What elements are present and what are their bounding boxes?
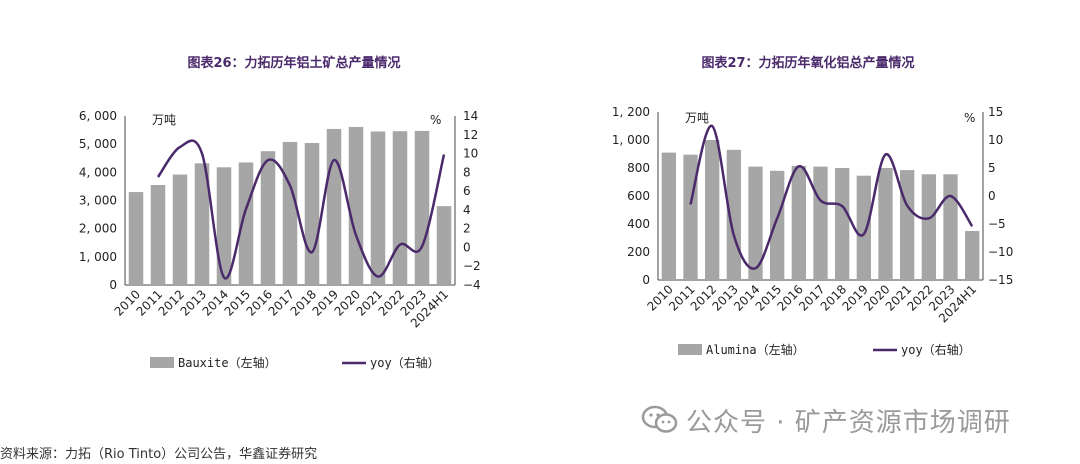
bar bbox=[965, 231, 980, 280]
left-tick-label: 1, 000 bbox=[79, 250, 117, 264]
left-tick-label: 400 bbox=[627, 217, 650, 231]
bar bbox=[282, 141, 298, 285]
watermark-text: 公众号 · 矿产资源市场调研 bbox=[686, 407, 1011, 438]
chart-title: 图表27：力拓历年氧化铝总产量情况 bbox=[701, 55, 914, 71]
bar bbox=[813, 166, 828, 280]
bar bbox=[128, 192, 144, 285]
right-tick-label: −5 bbox=[988, 217, 1006, 231]
left-axis-unit: 万吨 bbox=[152, 113, 176, 127]
yoy-line bbox=[156, 139, 446, 280]
bar bbox=[748, 166, 763, 280]
left-tick-label: 2, 000 bbox=[79, 222, 117, 236]
bar bbox=[878, 168, 893, 280]
wechat-icon bbox=[641, 405, 678, 433]
bar bbox=[348, 126, 364, 285]
right-tick-label: 2 bbox=[463, 222, 471, 236]
legend-line-label: yoy（右轴） bbox=[370, 355, 440, 370]
right-tick-label: 12 bbox=[463, 128, 478, 142]
legend-line-label: yoy（右轴） bbox=[901, 342, 971, 357]
bar bbox=[791, 165, 806, 280]
right-tick-label: 10 bbox=[988, 133, 1003, 147]
left-tick-label: 0 bbox=[109, 278, 117, 292]
yoy-line bbox=[689, 124, 974, 270]
right-axis-unit: % bbox=[430, 113, 441, 127]
right-tick-label: 0 bbox=[988, 189, 996, 203]
left-tick-label: 800 bbox=[627, 161, 650, 175]
watermark: 公众号 · 矿产资源市场调研 bbox=[640, 400, 1011, 440]
bar bbox=[150, 185, 166, 285]
bar bbox=[943, 174, 958, 280]
bar bbox=[661, 152, 676, 280]
bar bbox=[238, 162, 254, 285]
left-tick-label: 0 bbox=[642, 273, 650, 287]
bar bbox=[216, 167, 232, 285]
legend-bar-label: Bauxite（左轴） bbox=[178, 355, 277, 370]
left-tick-label: 1, 200 bbox=[612, 105, 650, 119]
bar bbox=[921, 174, 936, 280]
bar bbox=[683, 154, 698, 280]
right-tick-label: −4 bbox=[463, 278, 481, 292]
left-tick-label: 3, 000 bbox=[79, 194, 117, 208]
bar bbox=[835, 168, 850, 280]
bar bbox=[856, 175, 871, 280]
right-axis-unit: % bbox=[964, 111, 975, 125]
source-note: 资料来源：力拓（Rio Tinto）公司公告，华鑫证券研究 bbox=[0, 447, 318, 462]
legend-bar-swatch bbox=[678, 344, 702, 355]
left-tick-label: 6, 000 bbox=[79, 109, 117, 123]
right-tick-label: 0 bbox=[463, 240, 471, 254]
right-tick-label: 6 bbox=[463, 184, 471, 198]
alumina-chart: 图表27：力拓历年氧化铝总产量情况万吨% 0 200 400 600 800 1, 000 1… bbox=[540, 0, 1080, 440]
bar bbox=[326, 128, 342, 285]
left-tick-label: 5, 000 bbox=[79, 137, 117, 151]
left-tick-label: 1, 000 bbox=[612, 133, 650, 147]
bar bbox=[900, 170, 915, 280]
right-tick-label: −15 bbox=[988, 273, 1013, 287]
left-tick-label: 200 bbox=[627, 245, 650, 259]
left-tick-label: 600 bbox=[627, 189, 650, 203]
legend-bar-label: Alumina（左轴） bbox=[706, 342, 805, 357]
bar bbox=[770, 170, 785, 280]
left-axis-unit: 万吨 bbox=[685, 111, 709, 125]
bar bbox=[304, 143, 320, 285]
right-tick-label: 15 bbox=[988, 105, 1003, 119]
right-tick-label: 4 bbox=[463, 203, 471, 217]
bar bbox=[172, 174, 188, 285]
bar bbox=[705, 140, 720, 280]
right-tick-label: 5 bbox=[988, 161, 996, 175]
left-tick-label: 4, 000 bbox=[79, 165, 117, 179]
right-tick-label: −10 bbox=[988, 245, 1013, 259]
right-tick-label: 8 bbox=[463, 165, 471, 179]
bauxite-chart: 图表26：力拓历年铝土矿总产量情况万吨% 0 1, 000 2, 000 3, 000 4… bbox=[0, 0, 540, 440]
bar bbox=[436, 206, 452, 285]
bar bbox=[392, 131, 408, 285]
right-tick-label: 14 bbox=[463, 109, 478, 123]
right-tick-label: 10 bbox=[463, 147, 478, 161]
bar bbox=[370, 131, 386, 285]
chart-title: 图表26：力拓历年铝土矿总产量情况 bbox=[187, 55, 400, 71]
legend-bar-swatch bbox=[150, 357, 174, 368]
bar bbox=[260, 151, 276, 285]
bar bbox=[194, 163, 210, 285]
bar bbox=[414, 130, 430, 285]
right-tick-label: −2 bbox=[463, 259, 481, 273]
